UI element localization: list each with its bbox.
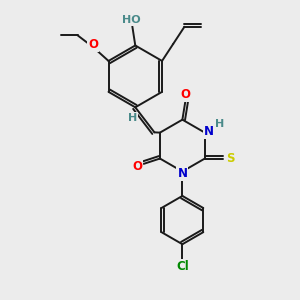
Text: Cl: Cl bbox=[176, 260, 189, 273]
Text: HO: HO bbox=[122, 15, 140, 25]
Text: H: H bbox=[128, 113, 137, 123]
Text: O: O bbox=[180, 88, 190, 101]
Text: O: O bbox=[88, 38, 98, 51]
Text: N: N bbox=[177, 167, 188, 180]
Text: N: N bbox=[204, 125, 214, 138]
Text: H: H bbox=[215, 119, 224, 129]
Text: S: S bbox=[226, 152, 235, 165]
Text: O: O bbox=[132, 160, 142, 173]
